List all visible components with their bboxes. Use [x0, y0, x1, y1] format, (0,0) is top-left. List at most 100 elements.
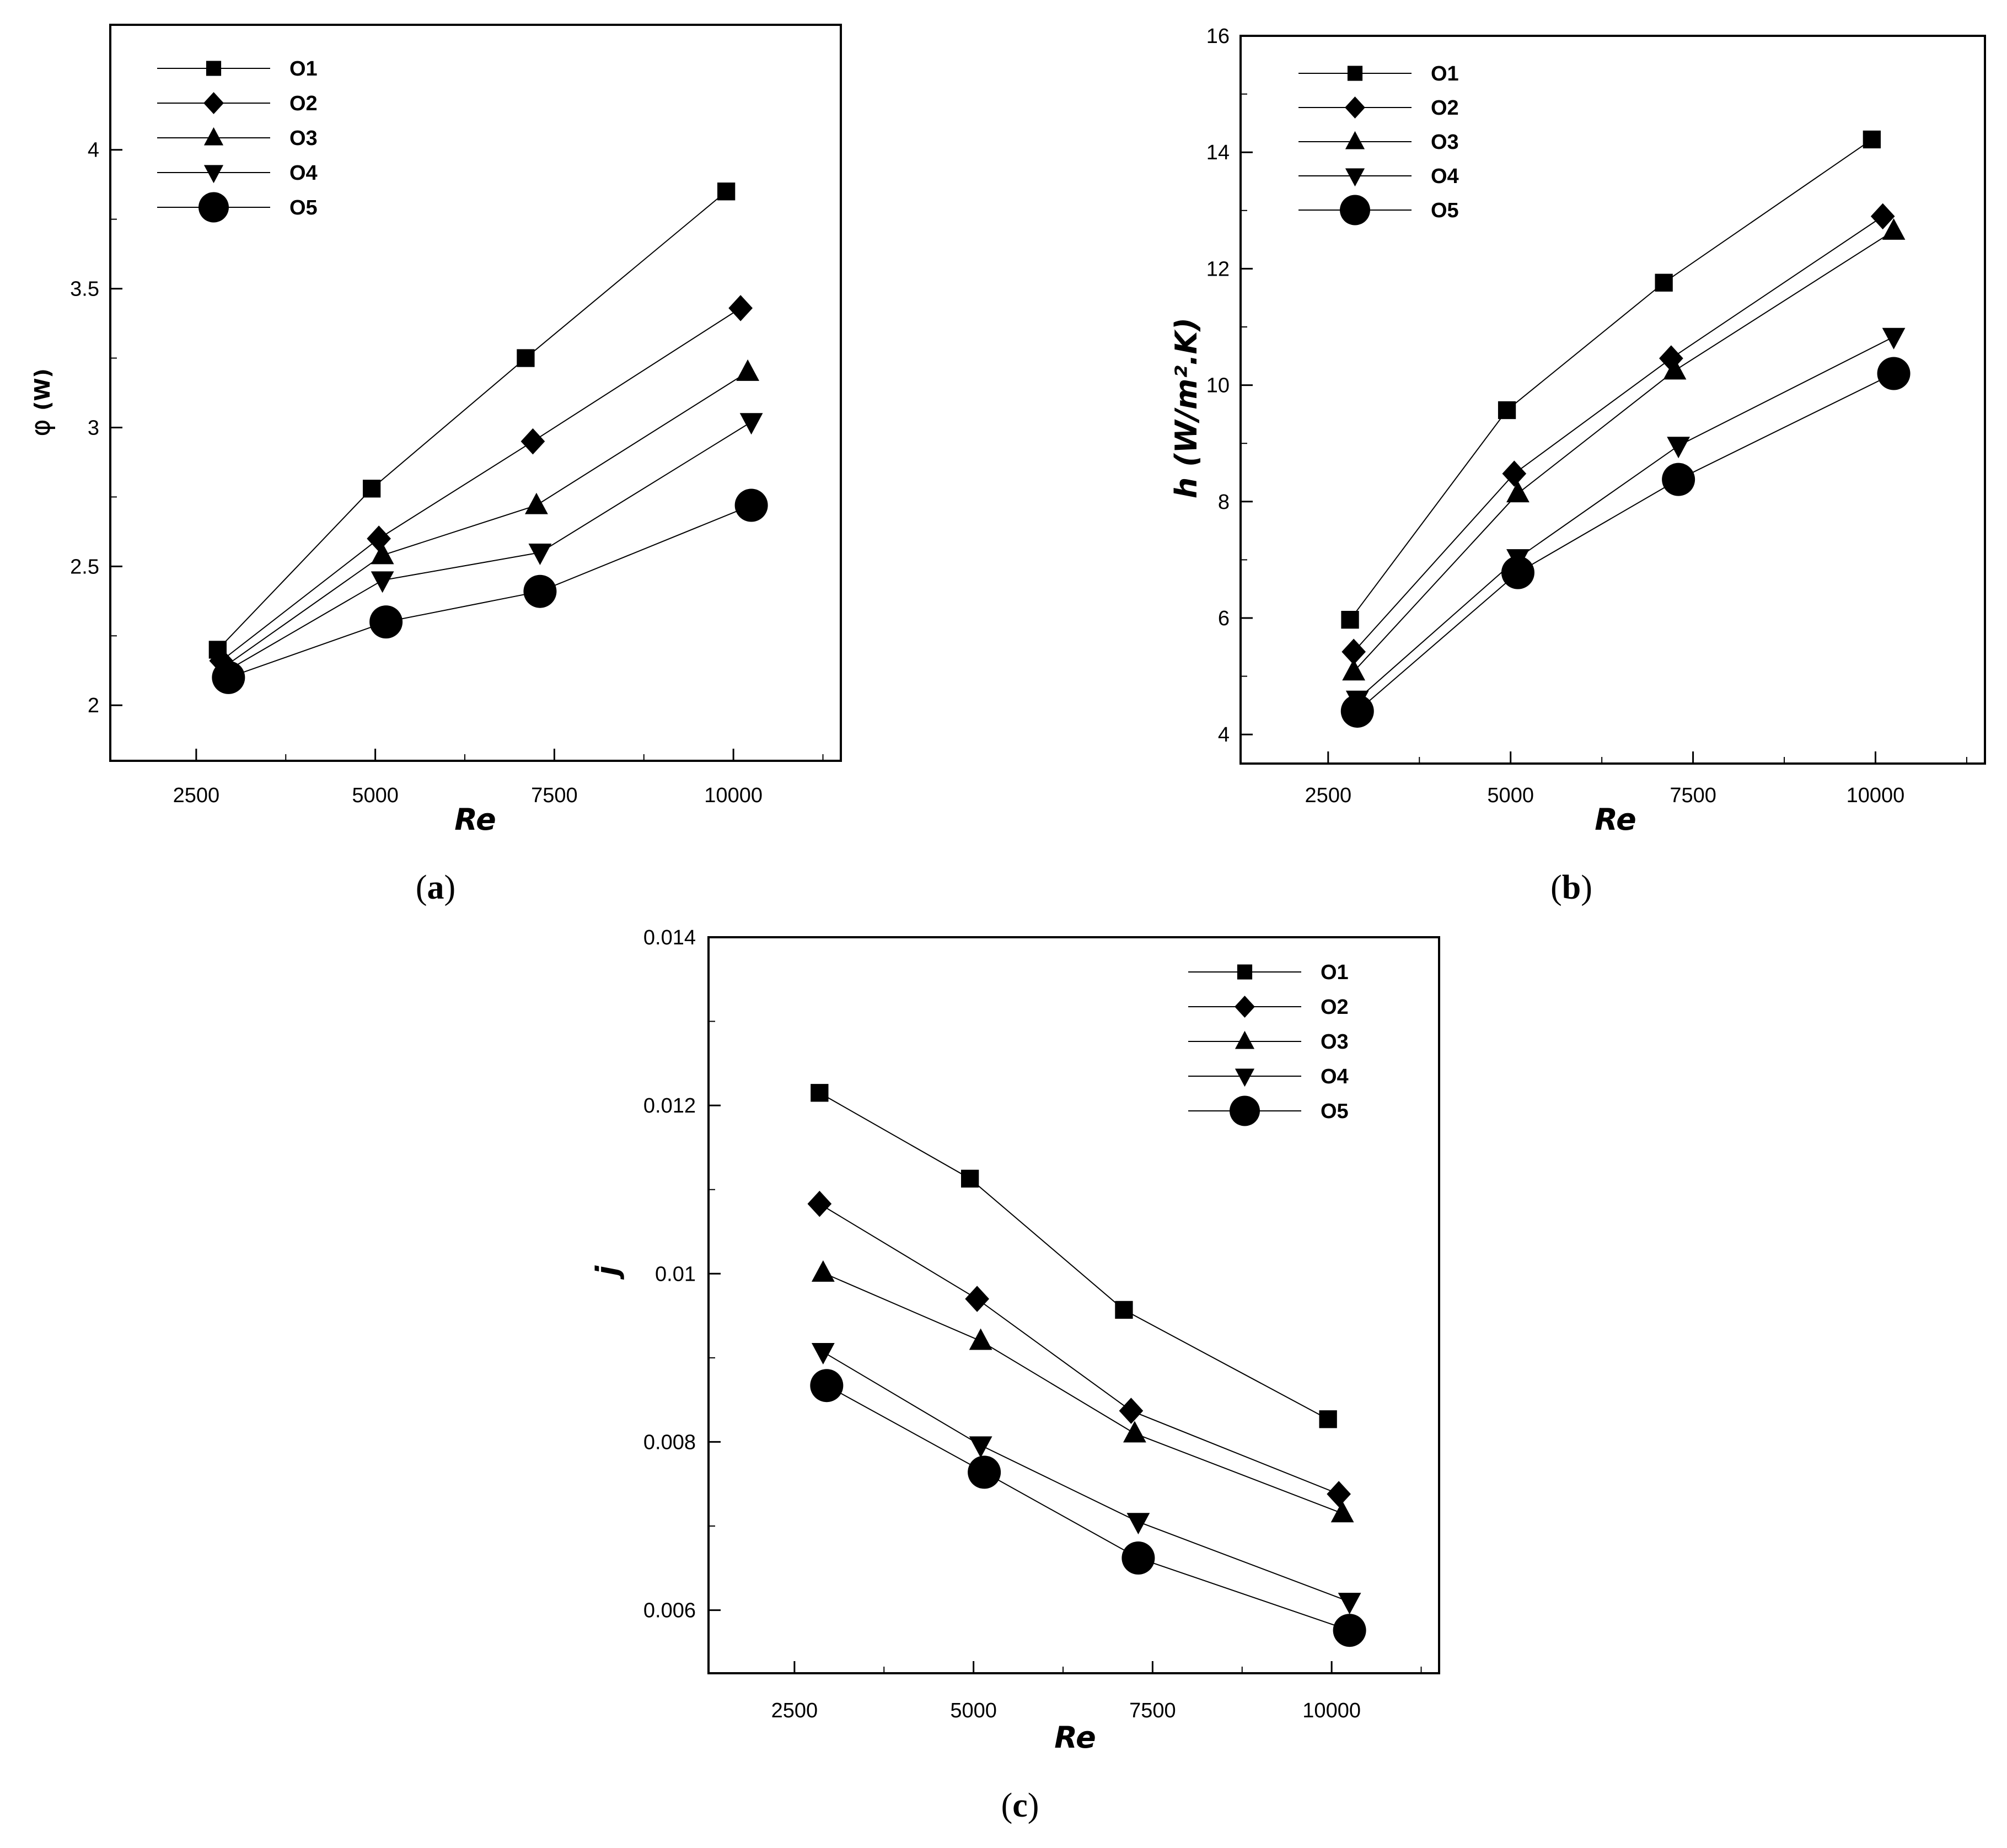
y-axis-symbol: φ: [25, 411, 56, 437]
data-point: [1663, 358, 1687, 380]
series-line: [1357, 336, 1895, 700]
x-tick-label: 7500: [531, 784, 578, 807]
data-point: [1501, 556, 1534, 589]
data-point: [1330, 1501, 1354, 1523]
x-tick-label: 5000: [352, 784, 399, 807]
series-O3: [213, 359, 760, 675]
data-point: [1121, 1541, 1155, 1575]
chart-panel-b: 4 6 8 10 12 14 16 2500 5000 7500 10000 Re h (W/m².K)…: [1169, 25, 1986, 906]
data-point: [523, 574, 557, 608]
data-point: [739, 413, 763, 435]
x-tick-label: 10000: [1847, 784, 1905, 807]
data-point: [1327, 1481, 1351, 1507]
y-tick-label: 0.012: [643, 1094, 696, 1118]
data-point: [1340, 694, 1374, 728]
data-point: [969, 1436, 992, 1458]
x-axis-title: Re: [1595, 802, 1636, 837]
panel-caption: (a): [416, 869, 455, 906]
caption-letter: c: [1012, 1787, 1028, 1824]
series-line: [1353, 216, 1883, 652]
data-point: [212, 660, 245, 694]
legend-label: O4: [1321, 1065, 1349, 1088]
chart-panel-c: 0.006 0.008 0.01 0.012 0.014 2500 5000 7500 1000…: [590, 926, 1440, 1824]
data-point: [1342, 659, 1366, 681]
y-tick-label: 8: [1218, 491, 1230, 514]
series-O3: [1342, 218, 1906, 681]
data-point: [528, 544, 552, 565]
series-line: [228, 504, 752, 678]
y-tick-label: 3.5: [70, 278, 99, 301]
data-point: [1338, 1593, 1361, 1615]
caption-letter: b: [1562, 869, 1581, 906]
series-O5: [212, 488, 768, 694]
data-point: [369, 605, 403, 639]
x-tick-label: 7500: [1670, 784, 1716, 807]
legend-marker: [1235, 1068, 1255, 1087]
y-tick-label: 0.014: [643, 926, 696, 949]
panel-caption: (b): [1550, 869, 1592, 906]
data-point: [1502, 460, 1527, 487]
y-tick-label: 6: [1218, 607, 1230, 630]
y-tick-label: 0.01: [655, 1263, 696, 1286]
y-tick-label: 2.5: [70, 555, 99, 578]
data-point: [734, 488, 768, 522]
legend-label: O3: [1321, 1030, 1349, 1054]
series-O5: [1340, 357, 1911, 728]
data-point: [1319, 1410, 1337, 1428]
data-point: [969, 1328, 992, 1350]
legend-label: O4: [289, 162, 318, 185]
data-point: [367, 525, 391, 552]
data-point: [811, 1084, 829, 1102]
x-tick-label: 5000: [1487, 784, 1534, 807]
legend-marker: [1237, 964, 1253, 980]
caption-paren: (: [1001, 1787, 1013, 1824]
legend-label: O5: [289, 196, 318, 219]
y-tick-label: 14: [1206, 141, 1230, 164]
legend-marker: [198, 192, 229, 223]
series-O2: [807, 1190, 1351, 1507]
legend-marker: [1230, 1095, 1260, 1126]
series-line: [826, 1385, 1350, 1631]
series-O5: [810, 1369, 1366, 1647]
series-O4: [1345, 327, 1906, 712]
legend-label: O5: [1431, 199, 1459, 222]
x-tick-label: 5000: [950, 1699, 997, 1722]
plot-frame: [707, 936, 1440, 1674]
y-tick-label: 2: [88, 694, 99, 717]
caption-paren: (: [416, 869, 427, 906]
series-line: [1349, 139, 1872, 620]
data-point: [371, 571, 394, 593]
y-tick-label: 0.006: [643, 1599, 696, 1623]
plot-frame: [109, 24, 842, 762]
data-point: [1882, 218, 1906, 240]
series-O1: [811, 1084, 1337, 1428]
y-tick-label: 0.008: [643, 1431, 696, 1454]
data-point: [1882, 327, 1906, 350]
y-tick-label: 4: [88, 139, 99, 162]
data-point: [810, 1369, 844, 1403]
data-point: [1506, 481, 1530, 503]
series-O4: [213, 413, 763, 685]
caption-letter: a: [427, 869, 444, 906]
data-point: [1662, 463, 1695, 496]
caption-paren: (: [1550, 869, 1562, 906]
chart-panel-a: 2 2.5 3 3.5 4 2500 5000 7500 10000 Re φ (W) O1 O2 O3 O…: [25, 24, 842, 906]
caption-paren: ): [1028, 1787, 1039, 1824]
data-point: [520, 428, 545, 455]
y-axis-title: j: [590, 1265, 625, 1280]
y-tick-label: 16: [1206, 25, 1230, 48]
series-line: [1357, 373, 1895, 712]
plot-frame: [1239, 35, 1986, 765]
legend-marker: [1235, 996, 1255, 1018]
y-tick-label: 3: [88, 416, 99, 439]
x-tick-label: 2500: [771, 1699, 818, 1722]
series-line: [224, 421, 752, 673]
y-axis-title: φ (W): [25, 368, 56, 437]
data-point: [371, 542, 394, 565]
data-point: [1863, 130, 1881, 149]
legend-marker: [1340, 195, 1370, 225]
legend-label: O4: [1431, 165, 1459, 188]
x-tick-label: 10000: [704, 784, 763, 807]
data-point: [1498, 401, 1516, 420]
